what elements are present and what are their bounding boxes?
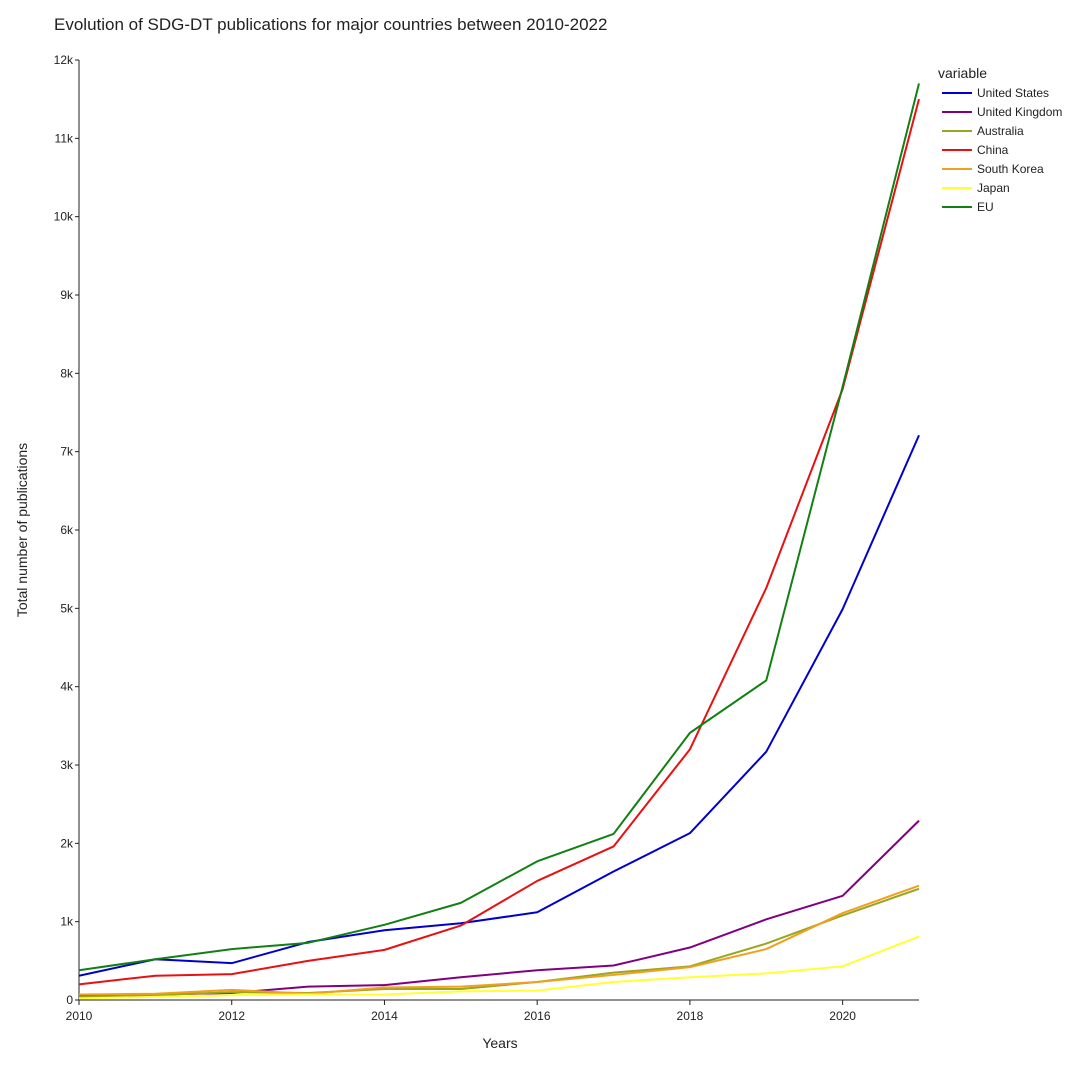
legend-title: variable <box>938 65 987 81</box>
y-tick-label: 4k <box>60 680 74 694</box>
y-axis: 0 1k 2k 3k 4k 5k 6k 7k 8k 9k 10k 11k 12k <box>54 53 80 1007</box>
series-line-china <box>78 98 920 986</box>
x-tick-label: 2016 <box>524 1009 551 1023</box>
legend-item[interactable]: EU <box>942 200 994 214</box>
legend-item[interactable]: United States <box>942 86 1049 100</box>
series-line-united-states <box>78 434 920 977</box>
y-tick-label: 7k <box>60 445 74 459</box>
y-tick-label: 5k <box>60 601 74 615</box>
y-tick-label: 2k <box>60 836 74 850</box>
legend-item[interactable]: Japan <box>942 181 1010 195</box>
series-line-japan <box>78 935 920 1000</box>
y-tick-label: 11k <box>55 131 74 145</box>
y-tick-label: 1k <box>60 915 74 929</box>
legend-item[interactable]: Australia <box>942 124 1024 138</box>
series-line-south-korea <box>78 884 920 996</box>
x-tick-label: 2014 <box>371 1009 398 1023</box>
y-tick-label: 10k <box>54 210 74 224</box>
x-tick-label: 2010 <box>66 1009 93 1023</box>
y-tick-label: 3k <box>60 758 74 772</box>
legend-label: United Kingdom <box>977 105 1062 119</box>
plot-area <box>78 83 920 1000</box>
x-tick-label: 2020 <box>829 1009 856 1023</box>
y-tick-label: 6k <box>60 523 74 537</box>
y-tick-label: 9k <box>60 288 74 302</box>
y-tick-label: 8k <box>60 366 74 380</box>
y-axis-title: Total number of publications <box>14 443 30 617</box>
legend-item[interactable]: China <box>942 143 1009 157</box>
series-line-eu <box>78 83 920 972</box>
x-axis: 2010 2012 2014 2016 2018 2020 <box>66 999 919 1023</box>
legend-label: South Korea <box>977 162 1044 176</box>
y-tick-label: 0 <box>66 993 73 1007</box>
legend-item[interactable]: United Kingdom <box>942 105 1062 119</box>
x-axis-title: Years <box>482 1035 517 1051</box>
legend-label: China <box>977 143 1009 157</box>
legend-label: Japan <box>977 181 1010 195</box>
legend: variable United States United Kingdom Aust… <box>938 65 1062 214</box>
x-tick-label: 2012 <box>218 1009 245 1023</box>
legend-label: Australia <box>977 124 1024 138</box>
y-tick-label: 12k <box>54 53 74 67</box>
legend-label: EU <box>977 200 994 214</box>
series-line-united-kingdom <box>78 819 920 997</box>
legend-label: United States <box>977 86 1049 100</box>
chart-title: Evolution of SDG-DT publications for maj… <box>54 15 607 34</box>
series-line-australia <box>78 887 920 998</box>
x-tick-label: 2018 <box>677 1009 704 1023</box>
legend-item[interactable]: South Korea <box>942 162 1044 176</box>
